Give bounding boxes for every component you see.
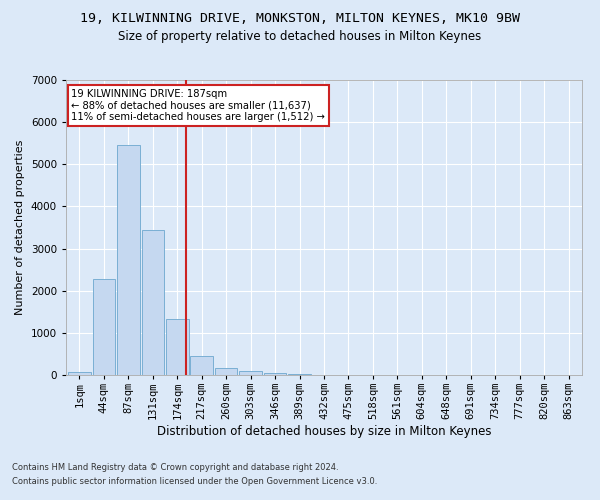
- Y-axis label: Number of detached properties: Number of detached properties: [15, 140, 25, 315]
- Bar: [190, 356, 213, 375]
- Bar: [92, 279, 115, 375]
- Bar: [264, 372, 286, 375]
- Bar: [239, 371, 262, 375]
- Text: Contains public sector information licensed under the Open Government Licence v3: Contains public sector information licen…: [12, 477, 377, 486]
- Bar: [215, 368, 238, 375]
- Text: 19, KILWINNING DRIVE, MONKSTON, MILTON KEYNES, MK10 9BW: 19, KILWINNING DRIVE, MONKSTON, MILTON K…: [80, 12, 520, 26]
- Text: Size of property relative to detached houses in Milton Keynes: Size of property relative to detached ho…: [118, 30, 482, 43]
- Bar: [166, 320, 188, 375]
- X-axis label: Distribution of detached houses by size in Milton Keynes: Distribution of detached houses by size …: [157, 425, 491, 438]
- Bar: [142, 230, 164, 375]
- Bar: [288, 374, 311, 375]
- Text: Contains HM Land Registry data © Crown copyright and database right 2024.: Contains HM Land Registry data © Crown c…: [12, 464, 338, 472]
- Bar: [117, 146, 140, 375]
- Bar: [68, 372, 91, 375]
- Text: 19 KILWINNING DRIVE: 187sqm
← 88% of detached houses are smaller (11,637)
11% of: 19 KILWINNING DRIVE: 187sqm ← 88% of det…: [71, 89, 325, 122]
